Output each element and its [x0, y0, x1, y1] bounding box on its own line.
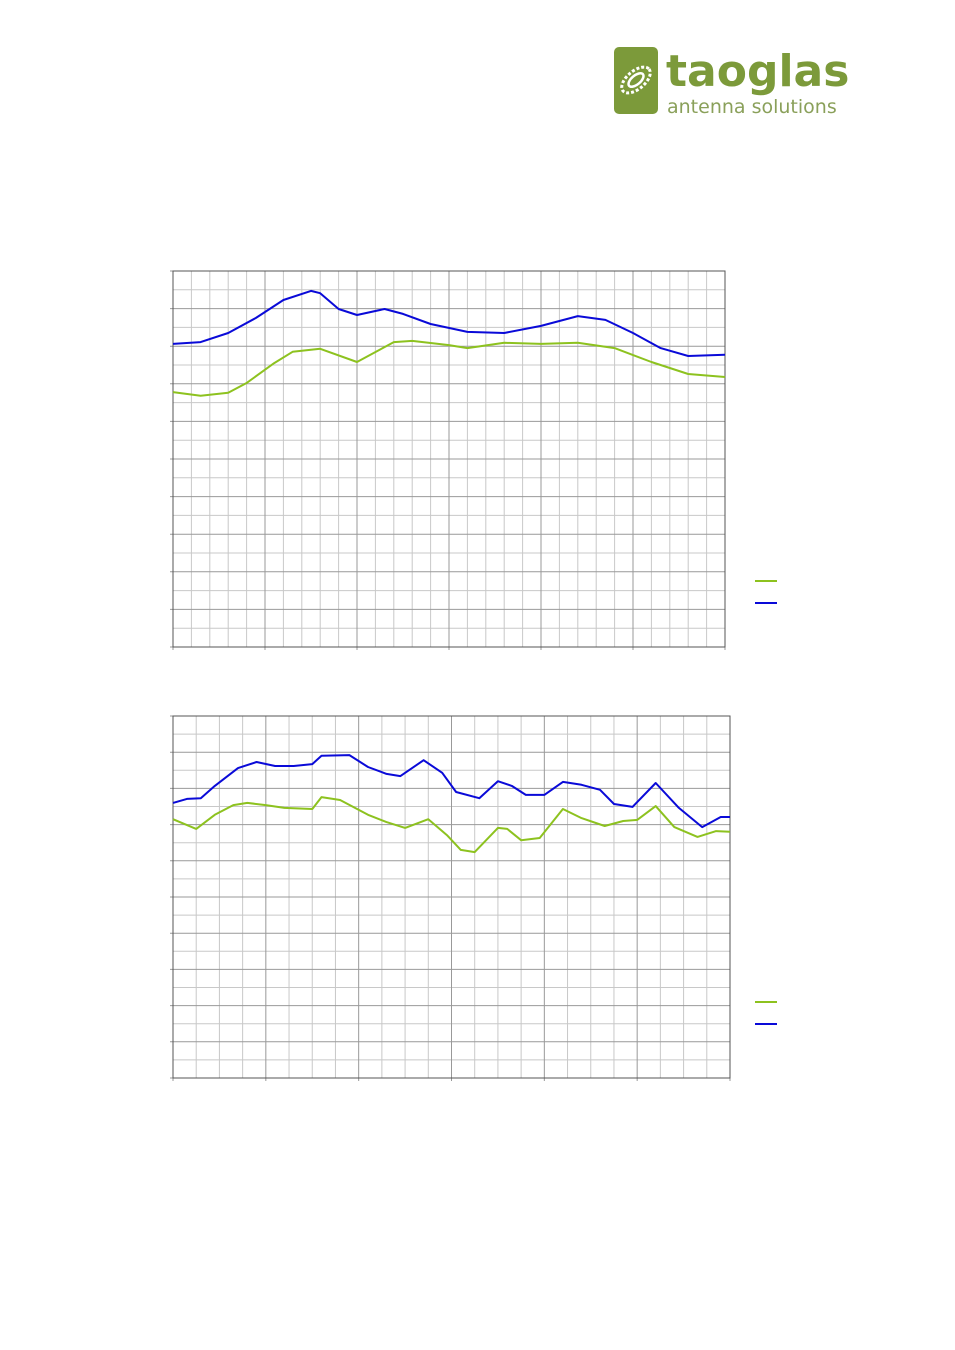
logo-swirl	[620, 65, 652, 95]
chart	[170, 715, 777, 1081]
tagline: antenna solutions	[667, 96, 837, 118]
plot-frame	[172, 715, 731, 1079]
logo-swirl	[627, 72, 645, 88]
brand: taoglas	[666, 46, 849, 97]
series-line	[172, 289, 726, 357]
series-line	[172, 754, 730, 829]
logo: taoglas antenna solutions	[614, 46, 849, 118]
series-line	[172, 339, 726, 397]
series-line	[172, 796, 731, 854]
plot-frame	[172, 270, 726, 648]
chart	[170, 270, 777, 650]
logo-icon	[614, 47, 658, 114]
